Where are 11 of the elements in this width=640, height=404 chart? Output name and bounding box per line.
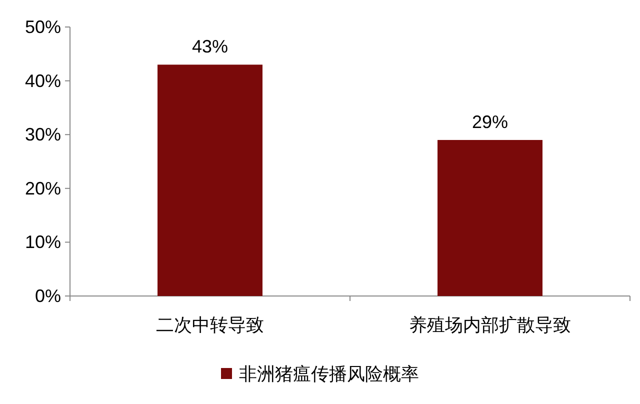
data-label: 43% [192,36,228,57]
y-tick-label: 50% [24,17,61,37]
x-tick-label: 养殖场内部扩散导致 [409,315,571,335]
data-label: 29% [472,112,508,132]
y-tick-label: 40% [24,70,61,91]
legend-label: 非洲猪瘟传播风险概率 [239,364,419,384]
y-tick-label: 30% [24,124,61,145]
x-tick-label: 二次中转导致 [156,315,264,335]
y-tick-label: 0% [34,286,61,306]
y-tick-label: 10% [24,232,61,252]
y-tick-label: 20% [24,178,61,198]
